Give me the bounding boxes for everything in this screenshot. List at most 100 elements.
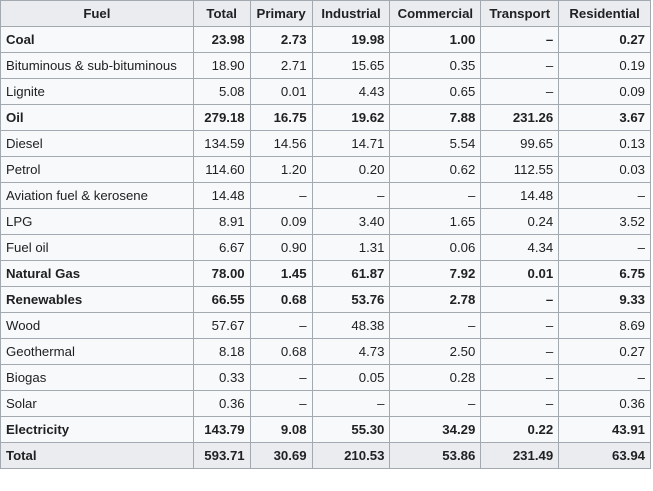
commercial-cell: 0.28 <box>389 364 482 391</box>
fuel-cell: Fuel oil <box>0 234 194 261</box>
primary-cell: – <box>249 390 313 417</box>
transport-cell: 112.55 <box>480 156 560 183</box>
fuel-cell: LPG <box>0 208 194 235</box>
table-row: Petrol 114.60 1.20 0.20 0.62 112.55 0.03 <box>0 156 651 183</box>
residential-cell: – <box>558 234 651 261</box>
table-row: Biogas 0.33–0.05 0.28– – <box>0 364 651 391</box>
primary-cell: – <box>249 364 313 391</box>
primary-cell: 1.45 <box>249 260 313 287</box>
residential-cell: – <box>558 182 651 209</box>
primary-cell: – <box>249 312 313 339</box>
residential-cell: 0.27 <box>558 26 651 53</box>
commercial-cell: 34.29 <box>389 416 482 443</box>
transport-cell: – <box>480 78 560 105</box>
fuel-cell: Solar <box>0 390 194 417</box>
total-cell: 8.18 <box>192 338 251 365</box>
industrial-cell: 0.05 <box>311 364 391 391</box>
transport-cell: 231.49 <box>480 442 560 469</box>
residential-cell: 43.91 <box>558 416 651 443</box>
industrial-cell: 53.76 <box>311 286 391 313</box>
table-row: Bituminous & sub-bituminous 18.90 2.71 15.6… <box>0 52 651 79</box>
table-body: Coal 23.98 2.73 19.98 1.00–0.27 Bituminous & … <box>0 26 651 469</box>
primary-cell: 16.75 <box>249 104 313 131</box>
total-cell: 114.60 <box>192 156 251 183</box>
residential-cell: 0.13 <box>558 130 651 157</box>
primary-cell: 1.20 <box>249 156 313 183</box>
column-header-commercial[interactable]: Commercial <box>389 0 482 27</box>
table-row: Aviation fuel & kerosene 14.48– – –14.48– <box>0 182 651 209</box>
commercial-cell: 7.88 <box>389 104 482 131</box>
table-row: Coal 23.98 2.73 19.98 1.00–0.27 <box>0 26 651 53</box>
fuel-cell: Bituminous & sub-bituminous <box>0 52 194 79</box>
column-header-fuel[interactable]: Fuel <box>0 0 194 27</box>
commercial-cell: 1.00 <box>389 26 482 53</box>
transport-cell: 0.01 <box>480 260 560 287</box>
column-header-transport[interactable]: Transport <box>480 0 560 27</box>
industrial-cell: 210.53 <box>311 442 391 469</box>
transport-cell: – <box>480 390 560 417</box>
primary-cell: 0.09 <box>249 208 313 235</box>
total-cell: 14.48 <box>192 182 251 209</box>
residential-cell: 0.27 <box>558 338 651 365</box>
transport-cell: – <box>480 364 560 391</box>
commercial-cell: 0.62 <box>389 156 482 183</box>
commercial-cell: 0.35 <box>389 52 482 79</box>
residential-cell: 0.19 <box>558 52 651 79</box>
industrial-cell: 4.73 <box>311 338 391 365</box>
total-cell: 23.98 <box>192 26 251 53</box>
primary-cell: – <box>249 182 313 209</box>
table-header: Fuel Total Primary Industrial Commercial… <box>0 0 651 27</box>
total-cell: 134.59 <box>192 130 251 157</box>
industrial-cell: – <box>311 390 391 417</box>
industrial-cell: – <box>311 182 391 209</box>
total-row: Total 593.71 30.69 210.53 53.86 231.49 63.94 <box>0 442 651 469</box>
transport-cell: 14.48 <box>480 182 560 209</box>
fuel-cell: Oil <box>0 104 194 131</box>
industrial-cell: 15.65 <box>311 52 391 79</box>
total-cell: 0.36 <box>192 390 251 417</box>
primary-cell: 2.73 <box>249 26 313 53</box>
header-row: Fuel Total Primary Industrial Commercial… <box>0 0 651 27</box>
table-row: Wood 57.67–48.38– –8.69 <box>0 312 651 339</box>
primary-cell: 14.56 <box>249 130 313 157</box>
table-row: Lignite 5.08 0.01 4.43 0.65–0.09 <box>0 78 651 105</box>
column-header-industrial[interactable]: Industrial <box>311 0 391 27</box>
transport-cell: 99.65 <box>480 130 560 157</box>
residential-cell: 6.75 <box>558 260 651 287</box>
fuel-cell: Renewables <box>0 286 194 313</box>
table-row: Electricity 143.79 9.08 55.30 34.29 0.22 43.91 <box>0 416 651 443</box>
industrial-cell: 19.62 <box>311 104 391 131</box>
industrial-cell: 4.43 <box>311 78 391 105</box>
table-row: Renewables 66.55 0.68 53.76 2.78–9.33 <box>0 286 651 313</box>
transport-cell: 0.22 <box>480 416 560 443</box>
residential-cell: 0.03 <box>558 156 651 183</box>
fuel-cell: Lignite <box>0 78 194 105</box>
residential-cell: 0.09 <box>558 78 651 105</box>
column-header-residential[interactable]: Residential <box>558 0 651 27</box>
fuel-cell: Petrol <box>0 156 194 183</box>
residential-cell: 3.67 <box>558 104 651 131</box>
fuel-cell: Aviation fuel & kerosene <box>0 182 194 209</box>
total-cell: 18.90 <box>192 52 251 79</box>
total-cell: 8.91 <box>192 208 251 235</box>
residential-cell: 9.33 <box>558 286 651 313</box>
commercial-cell: – <box>389 390 482 417</box>
total-cell: 57.67 <box>192 312 251 339</box>
table-row: Solar 0.36– – – –0.36 <box>0 390 651 417</box>
fuel-cell: Coal <box>0 26 194 53</box>
column-header-primary[interactable]: Primary <box>249 0 313 27</box>
total-cell: 6.67 <box>192 234 251 261</box>
fuel-cell: Diesel <box>0 130 194 157</box>
commercial-cell: 0.65 <box>389 78 482 105</box>
column-header-total[interactable]: Total <box>192 0 251 27</box>
commercial-cell: – <box>389 182 482 209</box>
commercial-cell: – <box>389 312 482 339</box>
table-row: Diesel 134.59 14.56 14.71 5.54 99.65 0.13 <box>0 130 651 157</box>
table-row: LPG 8.91 0.09 3.40 1.65 0.24 3.52 <box>0 208 651 235</box>
energy-use-table: Fuel Total Primary Industrial Commercial… <box>0 0 651 469</box>
fuel-cell: Wood <box>0 312 194 339</box>
residential-cell: 0.36 <box>558 390 651 417</box>
table-row: Geothermal 8.18 0.68 4.73 2.50–0.27 <box>0 338 651 365</box>
residential-cell: 8.69 <box>558 312 651 339</box>
primary-cell: 0.01 <box>249 78 313 105</box>
